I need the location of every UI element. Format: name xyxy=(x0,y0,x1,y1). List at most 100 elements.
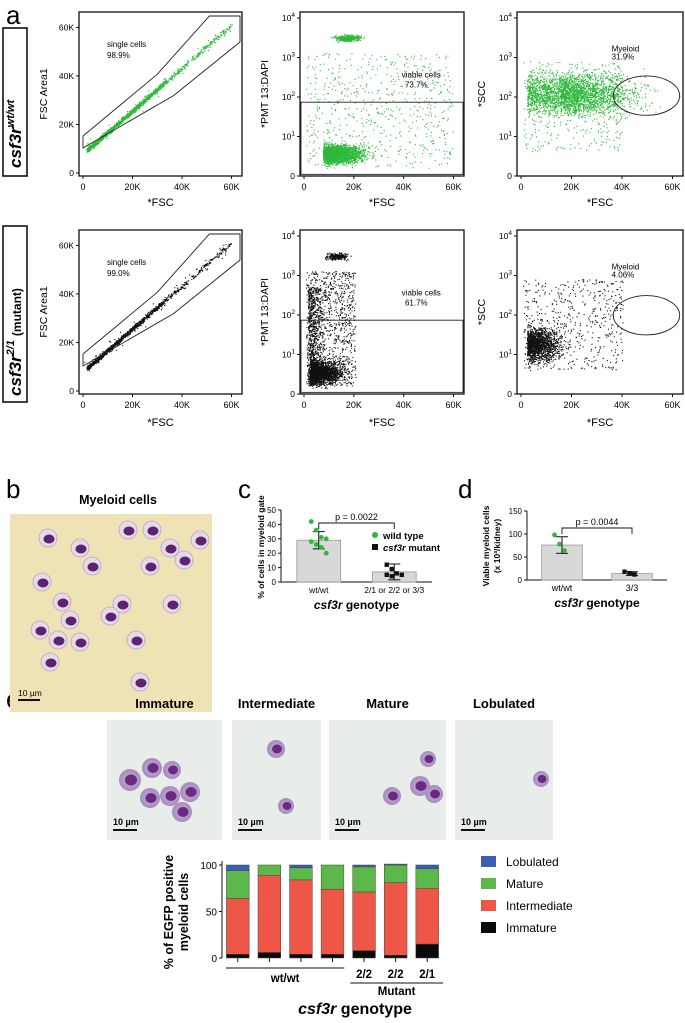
gate-label-pct: 31.9% xyxy=(612,53,635,62)
myeloid-cell xyxy=(118,520,138,540)
myeloid-cell xyxy=(142,520,162,540)
gate-label-name: single cells xyxy=(107,258,146,267)
y-label-line1: % of EGFP positive xyxy=(162,855,176,969)
flow-xtick-label: 60K xyxy=(224,400,240,410)
category-label: 3/3 xyxy=(626,583,639,593)
stacked-seg-immature xyxy=(226,954,250,959)
myeloid-cell xyxy=(32,572,52,592)
flow-ytick-label: 40K xyxy=(59,71,74,81)
svg-text:csf3rwt/wt: csf3rwt/wt xyxy=(5,99,25,168)
flow-xtick-label: 20K xyxy=(125,400,141,410)
chart-stacked-maturity: 0 50 100 % of EGFP positive myeloid cells 2/2… xyxy=(162,855,573,1018)
scale-bar: 10 µm xyxy=(238,817,264,827)
group-label-wt: wt/wt xyxy=(270,973,300,985)
myeloid-cell xyxy=(82,556,102,576)
y-tick-label: 100 xyxy=(200,861,217,872)
legend-wt-label: wild type xyxy=(382,531,424,542)
y-tick-label: 0 xyxy=(272,578,277,587)
micrograph-label: Mature xyxy=(366,696,409,711)
flow-xlabel: *FSC xyxy=(587,417,613,429)
scale-bar: 10 µm xyxy=(113,817,139,827)
y-label-line2: myeloid cells xyxy=(177,873,191,952)
myeloid-cell xyxy=(162,594,182,614)
data-point xyxy=(562,548,567,553)
flow-ytick-label: 60K xyxy=(59,240,74,250)
flow-ytick-label: 0 xyxy=(290,389,295,399)
chart-myeloid-gate: 0 10 20 30 40 50 wt/wt 2/1 or 2/2 or 3/3 p = 0.0… xyxy=(256,495,441,612)
legend-swatch-immature xyxy=(481,922,496,933)
micrograph-tile-0: Immature 10 µm xyxy=(107,696,222,840)
data-point xyxy=(323,536,329,542)
y-tick-label: 20 xyxy=(267,549,276,558)
category-label: 2/1 or 2/2 or 3/3 xyxy=(364,585,424,595)
stacked-seg-lobulated xyxy=(352,864,376,868)
flow-ytick-label: 101 xyxy=(499,131,512,142)
y-label-line2: (x 10³/kidney) xyxy=(492,519,502,573)
flow-xtick-label: 40K xyxy=(396,400,412,410)
flow-plot-dapi-mut: *FSC *PMT 13:DAPI 0 20K 40K 60K 0 101 102 103 104 v… xyxy=(259,229,465,429)
flow-xlabel: *FSC xyxy=(147,417,173,429)
micrograph-tile-3: Lobulated 10 µm xyxy=(455,696,553,840)
data-point xyxy=(389,566,394,572)
gate-myeloid xyxy=(612,75,681,116)
gate-label-name: Myeloid xyxy=(612,262,640,271)
p-value: p = 0.0044 xyxy=(576,517,619,527)
data-point xyxy=(313,527,319,533)
flow-ytick-label: 103 xyxy=(499,270,512,281)
gate-label-pct: 61.7% xyxy=(405,298,428,307)
flow-events xyxy=(306,252,357,390)
flow-ytick-label: 102 xyxy=(282,309,295,320)
flow-ytick-label: 104 xyxy=(282,230,295,241)
legend-label-mature: Mature xyxy=(506,877,544,891)
stacked-seg-intermediate xyxy=(289,879,313,955)
flow-xtick-label: 40K xyxy=(614,182,630,192)
data-point xyxy=(389,574,394,579)
genotype-box-wt: csf3rwt/wt xyxy=(2,27,28,177)
flow-ylabel: *SCC xyxy=(476,298,488,325)
flow-xtick-label: 20K xyxy=(346,182,362,192)
flow-xtick-label: 60K xyxy=(446,182,462,192)
flow-xtick-label: 60K xyxy=(664,182,680,192)
flow-ylabel: *PMT 13:DAPI xyxy=(259,278,271,346)
flow-plot-fsc-area-mut: *FSC FSC Area1 0 20K 40K 60K 0 20K 40K 60K single … xyxy=(38,229,243,429)
flow-ytick-label: 60K xyxy=(59,22,74,32)
flow-ytick-label: 20K xyxy=(59,337,74,347)
flow-xtick-label: 60K xyxy=(224,182,240,192)
myeloid-cell xyxy=(40,652,60,672)
legend-label-lobulated: Lobulated xyxy=(506,855,559,869)
flow-plot-scc-mut: *FSC *SCC 0 20K 40K 60K 0 101 102 103 104 Myeloid4.… xyxy=(476,229,684,429)
y-tick-label: 50 xyxy=(267,506,276,515)
flow-xtick-label: 60K xyxy=(446,400,462,410)
flow-xtick-label: 20K xyxy=(563,182,579,192)
flow-ytick-label: 104 xyxy=(282,12,295,23)
legend-mut-marker xyxy=(372,544,378,550)
y-tick-label: 0 xyxy=(518,576,523,585)
category-label: 2/2 xyxy=(388,969,404,981)
genotype-wt-sup: wt/wt xyxy=(5,99,17,128)
svg-text:csf3r2/1(mutant): csf3r2/1 (mutant) xyxy=(5,288,25,396)
chart-viable-myeloid: 0 50 100 150 wt/wt 3/3 p = 0.0044 csf3r genotyp… xyxy=(481,505,667,610)
myeloid-cell xyxy=(70,632,90,652)
flow-ytick-label: 102 xyxy=(499,91,512,102)
flow-plot-dapi-wt: *FSC *PMT 13:DAPI 0 20K 40K 60K 0 101 102 103 104 v… xyxy=(259,11,465,209)
flow-events xyxy=(523,61,681,152)
flow-xtick-label: 20K xyxy=(125,182,141,192)
x-label-gene: csf3r xyxy=(314,598,344,612)
flow-xtick-label: 40K xyxy=(174,400,190,410)
category-label: 2/2 xyxy=(356,969,372,981)
flow-cytometry-panel: *FSC FSC Area1 0 20K 40K 60K 0 20K 40K 60K single … xyxy=(38,11,684,429)
flow-ylabel: FSC Area1 xyxy=(38,286,50,338)
myeloid-cell xyxy=(126,630,146,650)
genotype-box-mut: csf3r2/1 (mutant) xyxy=(2,225,28,403)
stacked-seg-mature xyxy=(384,864,408,883)
myeloid-cell xyxy=(60,610,80,630)
flow-xlabel: *FSC xyxy=(147,197,173,209)
flow-xtick-label: 0 xyxy=(518,182,523,192)
micrograph-myeloid: Myeloid cells 10 µm xyxy=(10,493,212,712)
y-tick-label: 100 xyxy=(509,530,523,539)
micrograph-tile-2: Mature 10 µm xyxy=(329,696,446,840)
myeloid-cell xyxy=(140,556,160,576)
flow-xtick-label: 40K xyxy=(614,400,630,410)
flow-ylabel: FSC Area1 xyxy=(38,68,50,120)
